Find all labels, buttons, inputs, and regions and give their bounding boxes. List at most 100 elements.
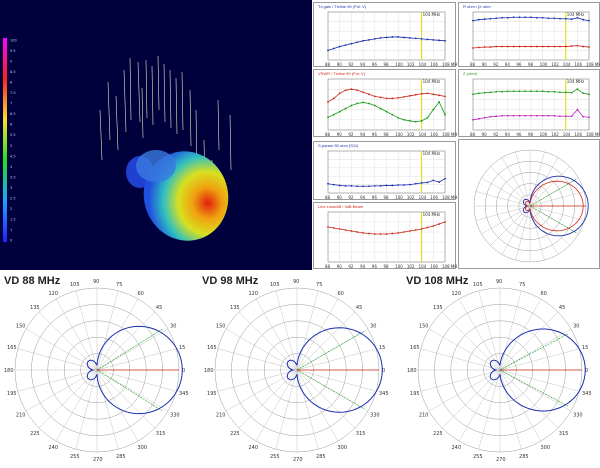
freq-tick-label: 94 [360, 132, 366, 137]
polar-spoke [38, 311, 98, 371]
series-point [472, 47, 474, 49]
series-point [414, 182, 417, 185]
polar-angle-label: 30 [370, 324, 376, 330]
series-point [564, 115, 567, 118]
freq-tick-label: 96 [372, 264, 378, 269]
ratio-panel[interactable]: R ohm / jX ohm 88 90 92 94 96 98 100 102 104 106 1… [458, 2, 600, 67]
polar-spoke [96, 298, 139, 371]
polar-angle-label: 345 [582, 391, 592, 397]
polar-spoke [441, 311, 501, 371]
series-point [368, 232, 370, 235]
polar-spoke [75, 369, 98, 450]
polar-plots: 0153045607590105120135150165180195210225… [4, 279, 592, 463]
series-point [518, 90, 521, 93]
series-point [332, 227, 335, 229]
series-point [472, 19, 474, 22]
polar-spoke [55, 369, 98, 442]
3d-pattern-view[interactable]: 100 9.5 9 8.5 8 7.5 7 6.5 6 5.5 5 4.5 4 3.5 3 2.5 2 1.5 1 0 [0, 0, 312, 270]
small-polar-panel[interactable] [458, 139, 600, 269]
series-point [438, 101, 441, 103]
polar-angle-label: 150 [16, 324, 26, 330]
polar-angle-label: 120 [49, 291, 59, 297]
freq-tick-label: 104 [563, 62, 571, 67]
polar-angle-label: 285 [519, 454, 529, 460]
swr-panel-title: VSWR / Ttxline 90 (Pol: V) [318, 71, 366, 76]
colorbar [3, 38, 7, 242]
series-point [397, 36, 400, 38]
polar-angle-label: 0 [382, 368, 385, 374]
colorbar-tick-label: 6 [10, 123, 12, 127]
series-point [344, 44, 347, 47]
series-point [524, 16, 527, 19]
series-point [368, 185, 370, 188]
polar-angle-label: 45 [156, 305, 162, 311]
polar-angle-label: 105 [70, 282, 80, 288]
polar-spoke [38, 369, 98, 429]
series-point [426, 116, 429, 119]
polar-angle-label: 15 [582, 345, 588, 351]
freq-tick-label: 96 [372, 195, 378, 200]
series-point [379, 37, 382, 39]
polar-angle-label: 255 [270, 454, 280, 460]
series-point [506, 45, 509, 48]
colorbar-tick-label: 4 [10, 165, 13, 169]
polar-angle-label: 0 [182, 368, 185, 374]
series-point [559, 115, 561, 118]
polar-angle-label: 105 [270, 282, 280, 288]
freq-tick-label: 106 [574, 62, 582, 67]
polar-angle-label: 195 [7, 391, 17, 397]
polar-spoke [529, 166, 570, 207]
polar-spoke [420, 348, 501, 371]
radiation-pattern [86, 325, 183, 415]
gain-panel[interactable]: Tx gain / Ttxline 90 (Pol: V) 88 90 92 94 96… [313, 2, 457, 67]
series-point [391, 36, 394, 38]
series-point [495, 45, 498, 48]
series-point [420, 37, 423, 40]
polar-spoke [238, 311, 298, 371]
beamwidth-line [96, 328, 164, 371]
swr-panel[interactable]: VSWR / Ttxline 90 (Pol: V) 88 90 92 94 96 98 1… [313, 69, 457, 137]
series-point [501, 90, 503, 93]
series-point [391, 97, 394, 100]
polar-angle-label: 30 [170, 324, 176, 330]
polar-spoke [217, 369, 298, 392]
series-point [444, 39, 446, 42]
series-point [438, 223, 441, 225]
series-point [541, 90, 544, 93]
series-point [373, 184, 376, 187]
polar-angle-label: 315 [559, 431, 569, 437]
series-point [547, 90, 550, 93]
series-point [570, 18, 573, 21]
beamwidth-line [296, 330, 365, 371]
series-point [483, 116, 486, 119]
polar-angle-label: 240 [249, 445, 259, 451]
loss-panel[interactable]: Line Loss/dB / 3dB Beam 88 90 92 94 96 98 100 1… [313, 202, 457, 269]
radiation-pattern-secondary [525, 180, 584, 232]
series-point [420, 228, 423, 230]
series-point [547, 114, 550, 117]
polar-angle-label: 165 [7, 345, 17, 351]
polar-angle-label: 60 [138, 291, 144, 297]
sparam-panel[interactable]: S-param 50 ohm (S11) 88 90 92 94 96 98 100 102 1… [313, 141, 457, 200]
series-point [414, 229, 417, 231]
series-point [495, 90, 498, 93]
sparam-panel-title: S-param 50 ohm (S11) [318, 143, 359, 148]
freq-tick-label: 106 [430, 62, 438, 67]
polar-spoke [296, 290, 319, 371]
polar-spoke [490, 205, 531, 246]
polar-angle-label: 330 [370, 413, 380, 419]
freq-tick-label: 94 [505, 132, 511, 137]
freq-tick-label: 92 [348, 132, 354, 137]
freq-tick-label: 88 [325, 195, 331, 200]
series-point [582, 45, 585, 48]
series-point [588, 93, 590, 96]
beamwidth-line [96, 369, 164, 412]
polar-angle-label: 315 [356, 431, 366, 437]
series-point [582, 115, 585, 118]
series-point [397, 116, 400, 119]
beamwidth-line [499, 333, 569, 371]
series-point [512, 114, 515, 117]
freq-tick-label: 98 [384, 195, 390, 200]
